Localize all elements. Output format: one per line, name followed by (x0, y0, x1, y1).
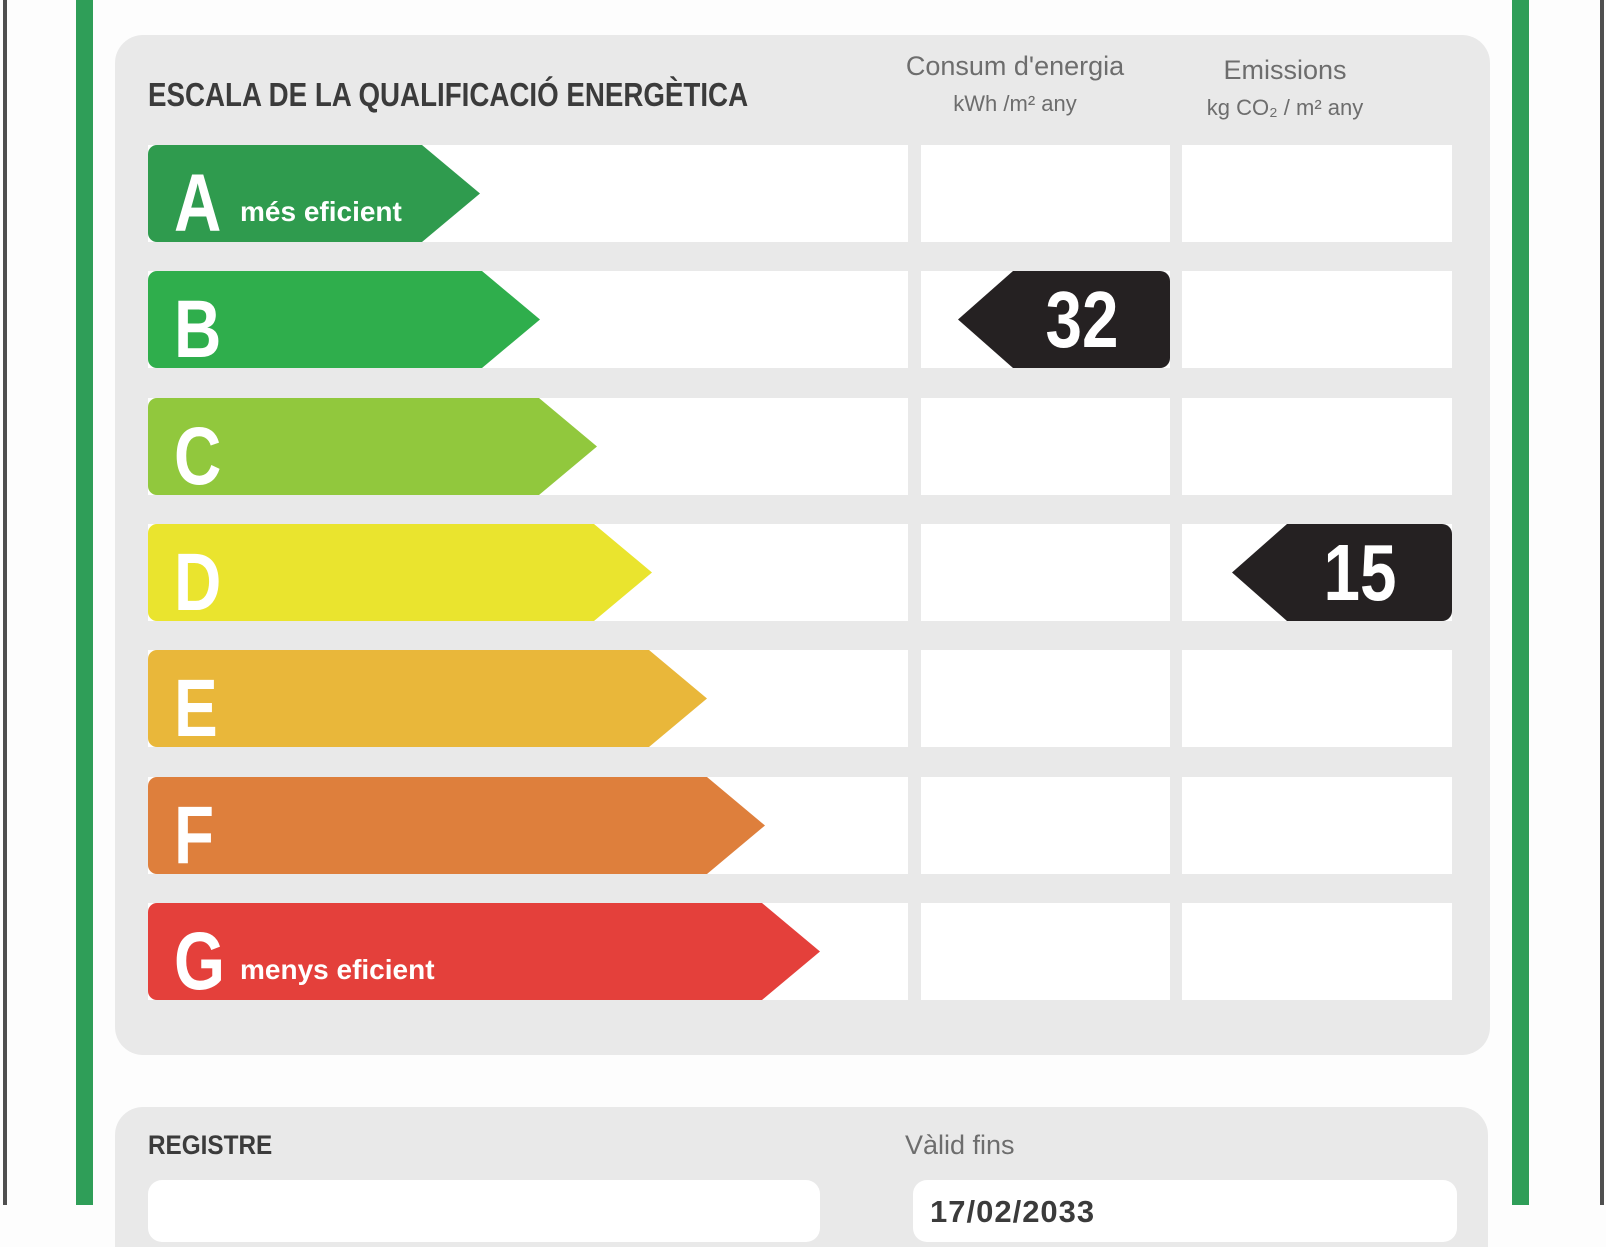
certificate-frame-right-stripe (1512, 0, 1529, 1205)
energy-column-units: kWh /m² any (953, 90, 1077, 116)
class-g-label: menys eficient (240, 954, 435, 985)
energy-cell (921, 145, 1170, 242)
energy-cell (921, 903, 1170, 1000)
class-d-letter: D (174, 536, 222, 628)
page-right-border (1600, 0, 1604, 1205)
registre-label: REGISTRE (148, 1130, 273, 1160)
class-g-bar: G menys eficient (148, 903, 820, 1000)
class-c-letter: C (174, 410, 222, 502)
scale-row-f: F (0, 777, 1606, 874)
energy-rating-value: 32 (1045, 275, 1119, 364)
certificate-frame-left-stripe (76, 0, 93, 1205)
registre-value-box (148, 1180, 820, 1242)
scale-row-b: B (0, 271, 1606, 368)
class-b-bar: B (148, 271, 540, 368)
class-f-letter: F (174, 789, 215, 881)
energy-column-title: Consum d'energia (905, 51, 1125, 81)
class-a-label: més eficient (240, 196, 402, 227)
scale-row-a: A més eficient (0, 145, 1606, 242)
scale-row-e: E (0, 650, 1606, 747)
scale-row-g: G menys eficient (0, 903, 1606, 1000)
page-left-border (3, 0, 7, 1205)
class-a-bar: A més eficient (148, 145, 480, 242)
class-a-letter: A (174, 157, 222, 249)
valid-until-date: 17/02/2033 (930, 1194, 1096, 1229)
emissions-cell (1182, 271, 1452, 368)
scale-row-c: C (0, 398, 1606, 495)
class-e-bar: E (148, 650, 707, 747)
emissions-column-units: kg CO₂ / m² any (1206, 94, 1364, 120)
emissions-cell (1182, 650, 1452, 747)
emissions-column-title: Emissions (1223, 55, 1347, 85)
emissions-cell (1182, 903, 1452, 1000)
valid-until-label: Vàlid fins (905, 1130, 1015, 1160)
class-g-letter: G (174, 915, 226, 1007)
emissions-column-header: Emissions kg CO₂ / m² any (1160, 55, 1410, 120)
class-c-bar: C (148, 398, 597, 495)
energy-cell (921, 650, 1170, 747)
energy-cell (921, 524, 1170, 621)
scale-title: ESCALA DE LA QUALIFICACIÓ ENERGÈTICA (148, 76, 749, 113)
emissions-cell (1182, 145, 1452, 242)
energy-cell (921, 398, 1170, 495)
class-e-letter: E (174, 662, 218, 754)
emissions-rating-value: 15 (1323, 528, 1397, 617)
class-d-bar: D (148, 524, 652, 621)
class-f-bar: F (148, 777, 765, 874)
emissions-cell (1182, 398, 1452, 495)
emissions-cell (1182, 777, 1452, 874)
energy-column-header: Consum d'energia kWh /m² any (890, 51, 1140, 116)
energy-cell (921, 777, 1170, 874)
class-b-letter: B (174, 283, 222, 375)
